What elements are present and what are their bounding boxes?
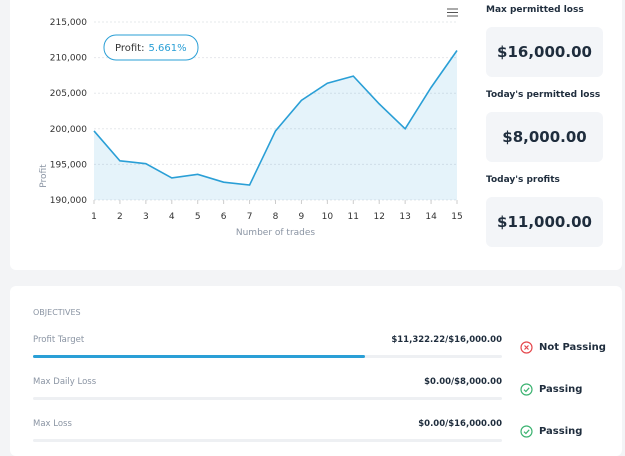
y-tick-label: 205,000 <box>50 89 87 99</box>
x-tick-label: 6 <box>221 212 227 222</box>
y-tick-label: 195,000 <box>50 160 87 170</box>
objective-label: Max Loss <box>33 419 72 429</box>
annotation-label: Profit: <box>115 43 144 54</box>
stat-value: $8,000.00 <box>486 112 603 162</box>
menu-icon[interactable] <box>447 8 458 17</box>
objective-value: $11,322.22/$16,000.00 <box>391 335 502 345</box>
stat-label: Max permitted loss <box>486 5 584 15</box>
x-tick-label: 10 <box>322 212 334 222</box>
fail-icon <box>520 341 533 354</box>
annotation-box <box>103 34 199 61</box>
status-text: Passing <box>539 384 583 395</box>
stat-label: Today's permitted loss <box>486 90 601 100</box>
objective-status: Not Passing <box>520 341 606 354</box>
progress-bar <box>33 355 365 358</box>
x-tick-label: 12 <box>373 212 384 222</box>
x-axis-title: Number of trades <box>236 228 316 238</box>
x-tick-label: 1 <box>91 212 97 222</box>
objective-value: $0.00/$8,000.00 <box>424 377 502 387</box>
annotation: Profit: 5.661% <box>115 43 187 54</box>
progress-track <box>33 355 502 358</box>
x-tick-label: 13 <box>399 212 410 222</box>
y-tick-label: 200,000 <box>50 125 87 135</box>
objective-label: Max Daily Loss <box>33 377 97 387</box>
stat-value: $11,000.00 <box>486 197 603 247</box>
objective-status: Passing <box>520 383 582 396</box>
x-tick-label: 4 <box>169 212 175 222</box>
area <box>94 50 457 201</box>
objective-label: Profit Target <box>33 335 85 345</box>
objectives-title: OBJECTIVES <box>33 308 81 317</box>
x-tick-label: 9 <box>299 212 305 222</box>
y-axis-title: Profit <box>39 164 49 188</box>
y-tick-label: 190,000 <box>50 196 87 206</box>
stat-value: $16,000.00 <box>486 27 603 77</box>
x-tick-label: 5 <box>195 212 201 222</box>
page: {"chart_data": {"type": "line", "x": [1,… <box>10 0 622 456</box>
x-tick-label: 11 <box>348 212 359 222</box>
y-tick-label: 210,000 <box>50 54 87 64</box>
objectives-card <box>10 286 622 456</box>
pass-icon <box>520 425 533 438</box>
pass-icon <box>520 383 533 396</box>
line <box>93 50 458 186</box>
status-text: Not Passing <box>539 342 606 353</box>
x-tick-label: 15 <box>451 212 462 222</box>
x-tick-label: 2 <box>117 212 123 222</box>
chart: 190,000 195,000 200,000 205,000 210,000 215,0… <box>39 8 463 238</box>
y-tick-label: 215,000 <box>50 18 87 28</box>
annotation-value: 5.661% <box>148 43 186 54</box>
status-text: Passing <box>539 426 583 437</box>
x-tick-label: 7 <box>247 212 253 222</box>
progress-track <box>33 397 502 400</box>
x-tick-label: 8 <box>273 212 279 222</box>
objective-value: $0.00/$16,000.00 <box>418 419 502 429</box>
x-tick-label: 14 <box>425 212 437 222</box>
progress-track <box>33 439 502 442</box>
objective-status: Passing <box>520 425 582 438</box>
x-tick-label: 3 <box>143 212 149 222</box>
stat-label: Today's profits <box>486 175 560 185</box>
